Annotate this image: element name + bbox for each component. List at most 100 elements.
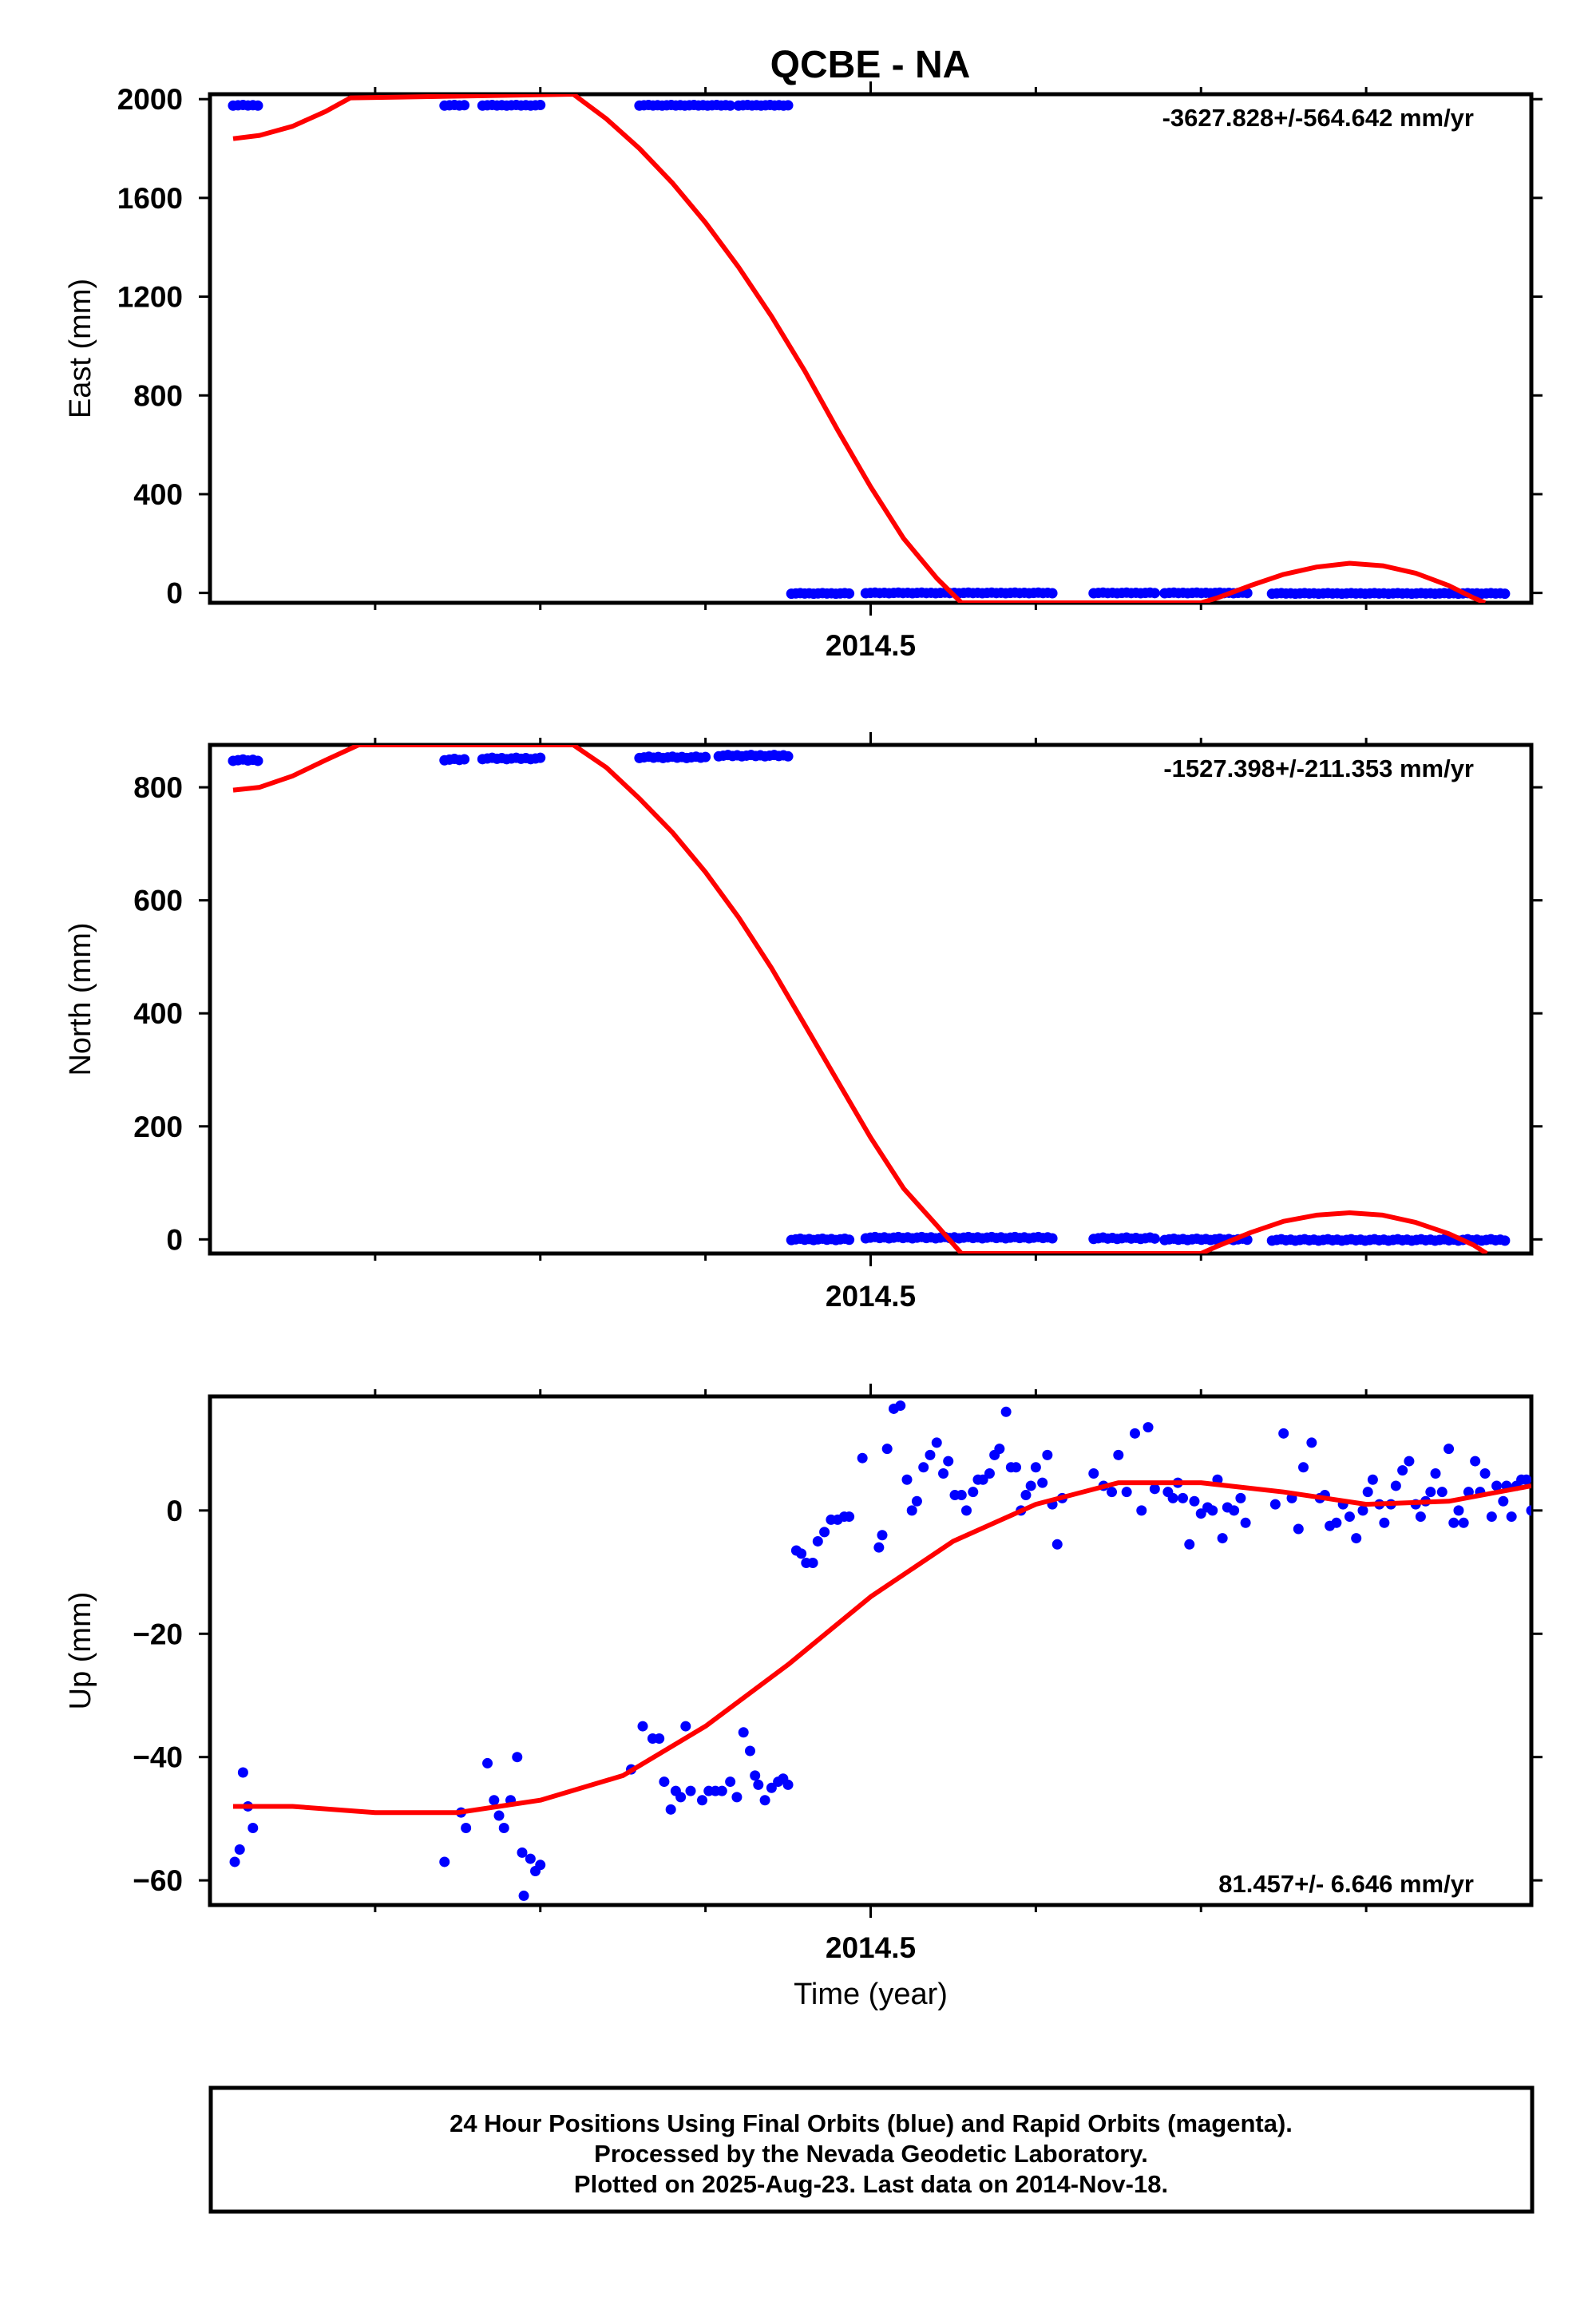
model-fit-curve <box>232 94 1487 603</box>
data-point <box>925 1449 936 1460</box>
data-point <box>1491 1480 1503 1491</box>
data-point <box>1113 1449 1124 1460</box>
data-point <box>459 100 470 111</box>
y-tick-label: −40 <box>133 1741 183 1774</box>
data-point <box>696 1795 707 1806</box>
data-point <box>906 1505 917 1516</box>
data-point <box>1498 1495 1509 1507</box>
data-point <box>439 1856 450 1867</box>
velocity-rate-label: 81.457+/- 6.646 mm/yr <box>1218 1870 1474 1898</box>
data-point <box>1344 1511 1355 1523</box>
data-point <box>1390 1480 1401 1491</box>
data-point <box>881 1444 893 1455</box>
data-point <box>895 1400 906 1412</box>
data-point <box>1306 1437 1317 1448</box>
data-point <box>782 751 794 762</box>
data-point <box>1331 1517 1342 1528</box>
y-tick-label: 1200 <box>117 281 183 314</box>
data-point <box>1278 1428 1289 1439</box>
data-point <box>1362 1487 1373 1498</box>
x-axis-label: Time (year) <box>794 1978 948 2011</box>
x-tick-label: 2014.5 <box>826 1280 916 1313</box>
data-point <box>1143 1422 1154 1433</box>
data-point <box>1351 1533 1362 1544</box>
data-point <box>725 1776 736 1788</box>
data-point <box>782 1779 794 1790</box>
data-point <box>931 1437 942 1448</box>
data-point <box>1121 1487 1132 1498</box>
data-point <box>1448 1517 1459 1528</box>
up-panel: −60 −40 −20 0 2014.5 Up (mm) Time (year) 81.457… <box>64 1384 1543 2011</box>
data-point <box>665 1804 676 1815</box>
data-point <box>1025 1480 1036 1491</box>
data-point <box>844 588 855 599</box>
data-point <box>738 1727 749 1738</box>
y-tick-label: 200 <box>133 1111 183 1143</box>
data-point <box>1506 1511 1517 1523</box>
data-point <box>1184 1539 1195 1550</box>
data-point <box>675 1792 687 1803</box>
data-point <box>1177 1492 1188 1503</box>
y-tick-label: 400 <box>133 997 183 1030</box>
data-point <box>994 1444 1005 1455</box>
data-point <box>1020 1490 1032 1501</box>
plot-area <box>228 94 1511 603</box>
data-point <box>525 1853 536 1864</box>
y-tick-label: −20 <box>133 1618 183 1650</box>
velocity-rate-label: -3627.828+/-564.642 mm/yr <box>1162 104 1474 132</box>
y-tick-label: 0 <box>166 1495 183 1527</box>
data-point <box>512 1752 523 1763</box>
data-point <box>960 1505 972 1516</box>
data-point <box>877 1530 888 1541</box>
data-point <box>812 1535 823 1547</box>
data-point <box>517 1847 528 1858</box>
data-point <box>1189 1495 1200 1507</box>
data-point <box>700 751 711 762</box>
data-point <box>1521 1474 1531 1485</box>
data-point <box>1207 1505 1218 1516</box>
data-point <box>1240 1517 1251 1528</box>
data-point <box>1298 1462 1309 1473</box>
footer-line-1: 24 Hour Positions Using Final Orbits (bl… <box>449 2109 1293 2137</box>
data-point <box>1430 1468 1441 1479</box>
data-point <box>725 100 736 111</box>
data-point <box>1499 588 1511 600</box>
data-point <box>1415 1511 1426 1523</box>
data-point <box>943 1456 954 1467</box>
data-point <box>1136 1505 1147 1516</box>
data-point <box>252 755 263 766</box>
data-point <box>1149 588 1160 599</box>
data-point <box>1379 1517 1390 1528</box>
footer-line-3: Plotted on 2025-Aug-23. Last data on 201… <box>574 2170 1168 2198</box>
data-point <box>807 1557 818 1568</box>
data-point <box>659 1776 670 1788</box>
y-tick-label: 600 <box>133 885 183 917</box>
data-point <box>844 1511 855 1523</box>
data-point <box>1436 1487 1447 1498</box>
data-point <box>1051 1539 1063 1550</box>
data-point <box>1149 1233 1160 1244</box>
data-point <box>482 1757 493 1768</box>
data-point <box>685 1785 696 1796</box>
plot-frame <box>208 92 1534 605</box>
data-point <box>753 1779 764 1790</box>
velocity-rate-label: -1527.398+/-211.353 mm/yr <box>1163 755 1474 782</box>
data-point <box>1453 1505 1464 1516</box>
data-point <box>984 1468 995 1479</box>
y-axis-label: East (mm) <box>64 279 97 418</box>
data-point <box>731 1792 743 1803</box>
data-point <box>1000 1406 1012 1417</box>
plot-area <box>228 745 1511 1254</box>
data-point <box>1269 1499 1281 1510</box>
data-point <box>1479 1468 1491 1479</box>
y-tick-label: 2000 <box>117 83 183 116</box>
data-point <box>637 1721 648 1732</box>
data-point <box>1030 1462 1041 1473</box>
data-point <box>1526 1505 1531 1516</box>
data-point <box>1499 1235 1511 1246</box>
data-point <box>489 1795 500 1806</box>
data-point <box>759 1795 770 1806</box>
data-point <box>1444 1444 1455 1455</box>
data-point <box>248 1822 259 1833</box>
